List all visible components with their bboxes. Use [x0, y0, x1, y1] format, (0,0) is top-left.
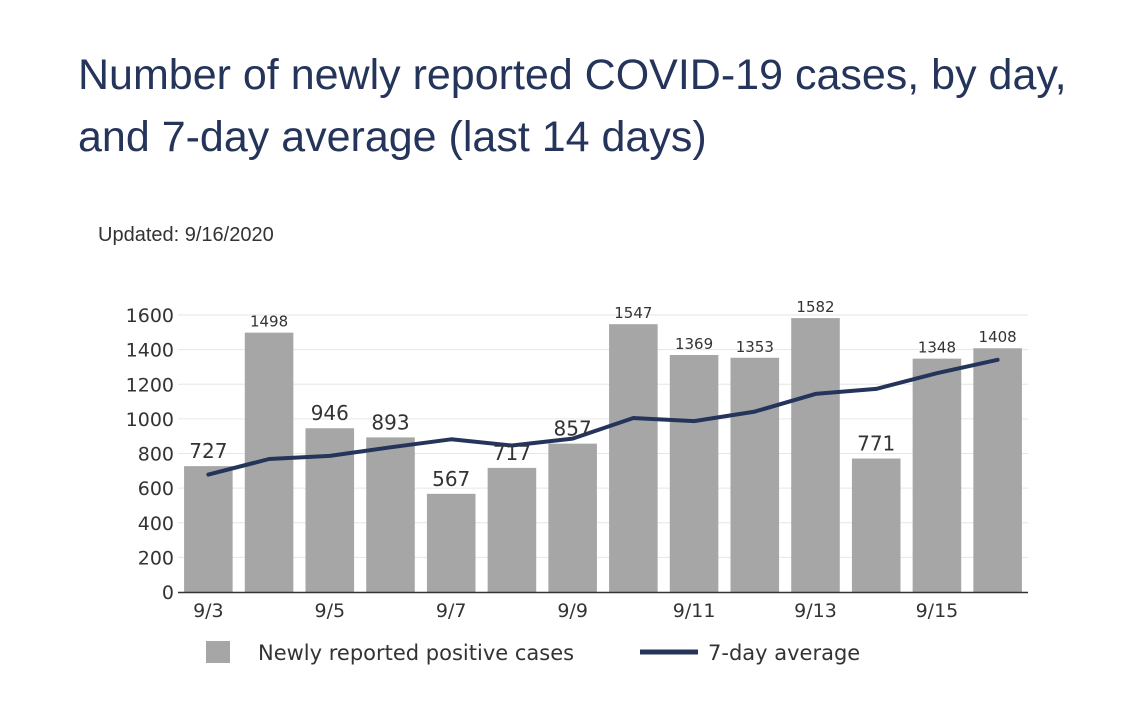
x-tick-label: 9/11 [673, 600, 716, 622]
x-tick-label: 9/7 [436, 600, 467, 622]
bar [730, 357, 780, 592]
legend-swatch-cases [206, 641, 230, 663]
y-tick-label: 1200 [126, 374, 174, 396]
x-tick-label: 9/15 [916, 600, 959, 622]
y-tick-label: 1000 [126, 409, 174, 431]
line-series [206, 357, 1000, 477]
y-tick-label: 1600 [126, 305, 174, 327]
axes: 0 200 400 600 800 1000 1200 1400 1600 9/3 9/5 9/7 9/… [126, 305, 1028, 622]
bar [548, 443, 597, 592]
avg-line [206, 357, 1000, 477]
x-tick-label: 9/3 [193, 600, 224, 622]
y-tick-label: 800 [138, 444, 174, 466]
bar [184, 466, 233, 592]
data-label: 717 [493, 441, 531, 465]
bar [912, 358, 962, 592]
data-label: 1353 [736, 338, 774, 356]
y-tick-label: 1400 [126, 340, 174, 362]
bar [973, 348, 1022, 592]
data-labels: 727 1498 946 893 567 717 857 1547 1369 1353 1582 77… [189, 298, 1016, 491]
data-label: 1547 [614, 304, 652, 322]
bar [366, 437, 415, 592]
data-label: 1408 [979, 328, 1017, 346]
y-tick-label: 0 [162, 582, 174, 604]
data-label: 857 [554, 417, 592, 441]
data-label: 893 [371, 410, 409, 434]
data-label: 1582 [796, 298, 834, 316]
x-tick-label: 9/9 [557, 600, 588, 622]
legend: Newly reported positive cases 7-day avera… [206, 641, 860, 665]
x-tick-label: 9/5 [314, 600, 345, 622]
bar [487, 467, 537, 592]
data-label: 1348 [918, 339, 956, 357]
y-tick-label: 600 [138, 478, 174, 500]
bar [669, 354, 719, 592]
legend-label-cases: Newly reported positive cases [258, 641, 574, 665]
data-label: 1498 [250, 313, 288, 331]
updated-date: Updated: 9/16/2020 [98, 224, 274, 246]
x-tick-label: 9/13 [794, 600, 837, 622]
data-label: 727 [189, 439, 227, 463]
legend-label-average: 7-day average [708, 641, 860, 665]
data-label: 567 [432, 467, 470, 491]
y-tick-label: 400 [138, 513, 174, 535]
data-label: 946 [311, 401, 349, 425]
data-label: 1369 [675, 335, 713, 353]
data-label: 771 [857, 432, 895, 456]
bar [851, 458, 901, 592]
y-tick-label: 200 [138, 547, 174, 569]
bar [426, 493, 476, 592]
chart-title: Number of newly reported COVID-19 cases,… [78, 51, 1067, 161]
bar [791, 318, 840, 592]
bar [609, 324, 658, 592]
